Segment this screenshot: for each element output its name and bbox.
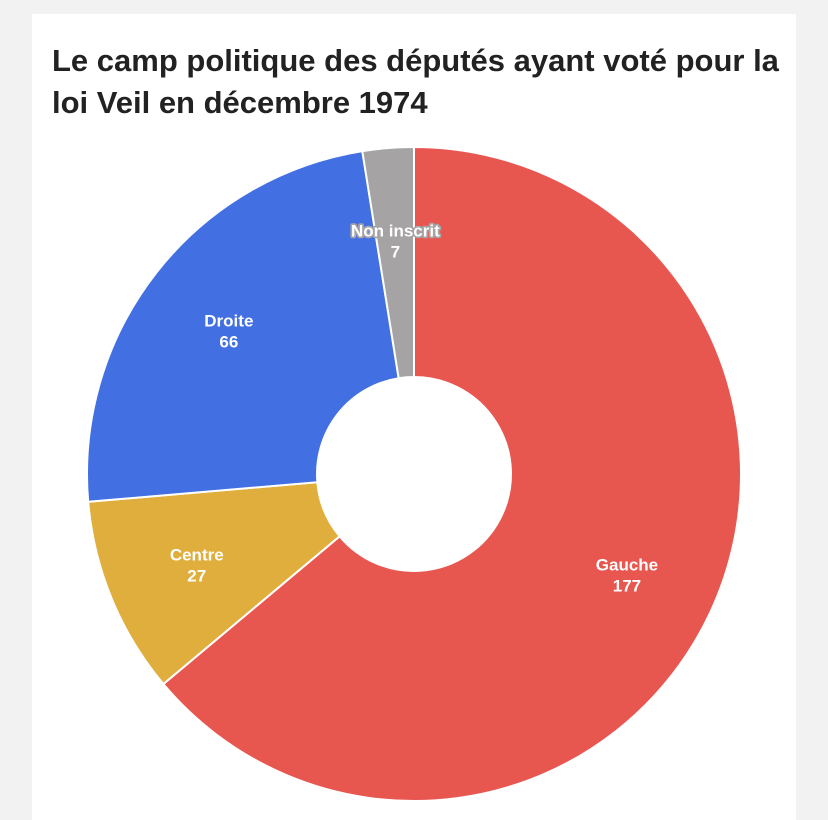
label-name-centre: Centre xyxy=(170,546,224,565)
label-value-centre: 27 xyxy=(187,567,206,586)
chart-title: Le camp politique des députés ayant voté… xyxy=(52,43,779,120)
label-name-droite: Droite xyxy=(204,311,253,330)
label-value-non-inscrit: 7 xyxy=(391,243,400,262)
label-droite: Droite 66 xyxy=(204,311,253,351)
label-value-gauche: 177 xyxy=(613,576,641,595)
label-non-inscrit: Non inscrit 7 xyxy=(351,222,440,262)
label-gauche: Gauche 177 xyxy=(596,555,658,595)
label-name-non-inscrit: Non inscrit xyxy=(351,222,440,241)
slices-group xyxy=(86,145,742,802)
slice-gauche xyxy=(161,145,742,802)
slice-non-inscrit xyxy=(361,145,415,380)
label-name-gauche: Gauche xyxy=(596,555,658,574)
label-value-droite: 66 xyxy=(219,332,238,351)
label-centre: Centre 27 xyxy=(170,546,224,586)
slice-droite xyxy=(86,149,400,503)
slice-centre xyxy=(87,481,342,686)
labels-group: Gauche 177 Centre 27 Droite 66 Non inscrit 7 xyxy=(168,220,660,597)
